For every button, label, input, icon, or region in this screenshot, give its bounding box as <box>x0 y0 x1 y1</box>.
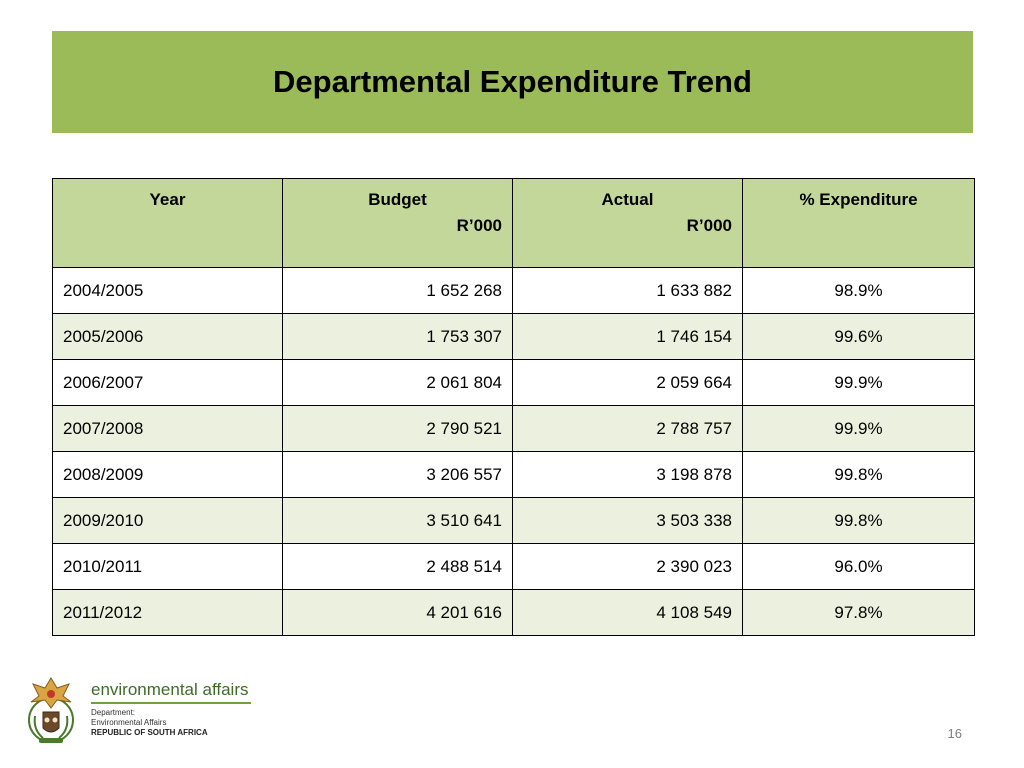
cell-year: 2007/2008 <box>52 405 283 452</box>
cell-budget: 1 753 307 <box>282 313 513 360</box>
cell-year: 2010/2011 <box>52 543 283 590</box>
cell-year: 2011/2012 <box>52 589 283 636</box>
cell-actual: 4 108 549 <box>512 589 743 636</box>
cell-year: 2008/2009 <box>52 451 283 498</box>
cell-actual: 1 746 154 <box>512 313 743 360</box>
header-year-label: Year <box>149 190 186 209</box>
department-logo: environmental affairs Department: Enviro… <box>25 672 251 746</box>
cell-year: 2006/2007 <box>52 359 283 406</box>
table-row: 2008/2009 3 206 557 3 198 878 99.8% <box>52 451 975 498</box>
cell-budget: 2 488 514 <box>282 543 513 590</box>
table-row: 2009/2010 3 510 641 3 503 338 99.8% <box>52 497 975 544</box>
expenditure-table: Year Budget R’000 Actual R’000 % Expendi… <box>52 178 975 636</box>
cell-actual: 2 390 023 <box>512 543 743 590</box>
table-row: 2006/2007 2 061 804 2 059 664 99.9% <box>52 359 975 406</box>
table-row: 2011/2012 4 201 616 4 108 549 97.8% <box>52 589 975 636</box>
cell-pct: 96.0% <box>742 543 975 590</box>
table-header-row: Year Budget R’000 Actual R’000 % Expendi… <box>52 178 975 268</box>
header-actual-unit: R’000 <box>686 216 732 235</box>
header-actual-label: Actual <box>601 190 654 209</box>
logo-line-country: REPUBLIC OF SOUTH AFRICA <box>91 728 208 737</box>
cell-actual: 2 059 664 <box>512 359 743 406</box>
title-bar: Departmental Expenditure Trend <box>52 31 973 133</box>
logo-line-name: Environmental Affairs <box>91 718 167 727</box>
cell-pct: 99.8% <box>742 451 975 498</box>
header-actual: Actual R’000 <box>512 178 743 268</box>
cell-year: 2005/2006 <box>52 313 283 360</box>
slide-title: Departmental Expenditure Trend <box>273 64 752 99</box>
logo-title: environmental affairs <box>91 680 251 704</box>
header-pct: % Expenditure <box>742 178 975 268</box>
cell-year: 2004/2005 <box>52 267 283 314</box>
cell-budget: 2 790 521 <box>282 405 513 452</box>
cell-actual: 3 198 878 <box>512 451 743 498</box>
cell-actual: 3 503 338 <box>512 497 743 544</box>
page-number: 16 <box>947 726 962 741</box>
table-row: 2005/2006 1 753 307 1 746 154 99.6% <box>52 313 975 360</box>
table-row: 2007/2008 2 790 521 2 788 757 99.9% <box>52 405 975 452</box>
table-row: 2010/2011 2 488 514 2 390 023 96.0% <box>52 543 975 590</box>
header-budget-label: Budget <box>368 190 427 209</box>
cell-pct: 99.6% <box>742 313 975 360</box>
cell-year: 2009/2010 <box>52 497 283 544</box>
cell-actual: 1 633 882 <box>512 267 743 314</box>
cell-pct: 98.9% <box>742 267 975 314</box>
table-row: 2004/2005 1 652 268 1 633 882 98.9% <box>52 267 975 314</box>
cell-budget: 1 652 268 <box>282 267 513 314</box>
header-pct-label: % Expenditure <box>799 190 918 209</box>
cell-pct: 99.8% <box>742 497 975 544</box>
cell-pct: 99.9% <box>742 405 975 452</box>
logo-text-block: environmental affairs Department: Enviro… <box>91 680 251 738</box>
cell-pct: 99.9% <box>742 359 975 406</box>
header-year: Year <box>52 178 283 268</box>
cell-budget: 3 206 557 <box>282 451 513 498</box>
logo-line-department: Department: <box>91 708 136 717</box>
header-budget: Budget R’000 <box>282 178 513 268</box>
coat-of-arms-icon <box>28 677 74 743</box>
cell-pct: 97.8% <box>742 589 975 636</box>
cell-budget: 2 061 804 <box>282 359 513 406</box>
cell-actual: 2 788 757 <box>512 405 743 452</box>
header-budget-unit: R’000 <box>456 216 502 235</box>
cell-budget: 3 510 641 <box>282 497 513 544</box>
cell-budget: 4 201 616 <box>282 589 513 636</box>
